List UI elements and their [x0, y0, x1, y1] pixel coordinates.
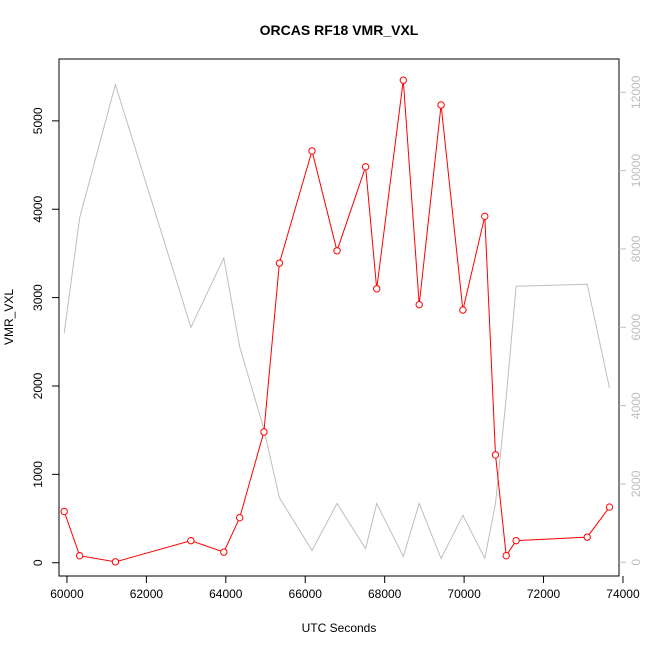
y2-tick-label: 2000 — [629, 470, 643, 497]
primary-series-point — [361, 163, 370, 171]
primary-series-point — [260, 428, 268, 436]
secondary-series-line — [63, 82, 610, 560]
primary-series-point — [399, 76, 408, 84]
x-tick-label: 74000 — [606, 587, 640, 601]
primary-series-point — [491, 451, 500, 459]
primary-series-point — [187, 536, 195, 545]
y-tick-label: 5000 — [31, 107, 45, 134]
y-axis-label: VMR_VXL — [2, 289, 16, 345]
primary-series-point — [605, 503, 614, 511]
primary-series-point — [415, 300, 423, 309]
primary-series-point — [502, 551, 510, 560]
primary-series-point — [512, 536, 520, 545]
x-tick-label: 64000 — [209, 587, 243, 601]
y-axis: 0 1000 2000 3000 4000 5000 — [31, 107, 59, 566]
x-tick-label: 72000 — [527, 587, 561, 601]
primary-series-point — [333, 247, 341, 255]
y2-tick-label: 4000 — [629, 392, 643, 419]
primary-series-point — [481, 212, 489, 221]
primary-series-point — [459, 306, 467, 314]
y2-tick-label: 6000 — [629, 314, 643, 341]
y-tick-label: 1000 — [31, 461, 45, 488]
primary-series-point — [583, 533, 591, 541]
y2-tick-label: 8000 — [629, 235, 643, 262]
primary-series-point — [308, 147, 316, 155]
y2-tick-label: 0 — [629, 559, 643, 566]
x-axis: 60000 62000 64000 66000 68000 70000 72000 74000 — [50, 576, 640, 601]
series-layer — [60, 76, 614, 566]
y2-tick-label: 10000 — [629, 154, 643, 188]
y-tick-label: 4000 — [31, 196, 45, 223]
x-tick-label: 68000 — [368, 587, 402, 601]
primary-series-point — [373, 285, 381, 293]
x-tick-label: 66000 — [289, 587, 323, 601]
x-tick-label: 70000 — [447, 587, 481, 601]
primary-series-point — [75, 551, 84, 560]
primary-series-point — [437, 101, 445, 109]
x-tick-label: 62000 — [130, 587, 164, 601]
y2-tick-label: 12000 — [629, 75, 643, 109]
primary-series-line — [63, 80, 610, 563]
primary-series-point — [60, 507, 68, 516]
x-tick-label: 60000 — [50, 587, 84, 601]
primary-series-point — [220, 548, 228, 556]
y2-axis: 0 2000 4000 6000 8000 10000 12000 — [619, 75, 643, 566]
primary-series-point — [111, 558, 120, 566]
y-tick-label: 2000 — [31, 372, 45, 399]
plot-frame — [58, 58, 620, 577]
x-axis-label: UTC Seconds — [302, 621, 377, 635]
primary-series-point — [236, 513, 244, 522]
y-tick-label: 0 — [31, 559, 45, 566]
chart-title: ORCAS RF18 VMR_VXL — [260, 22, 419, 38]
primary-series-point — [275, 259, 284, 267]
y-tick-label: 3000 — [31, 284, 45, 311]
